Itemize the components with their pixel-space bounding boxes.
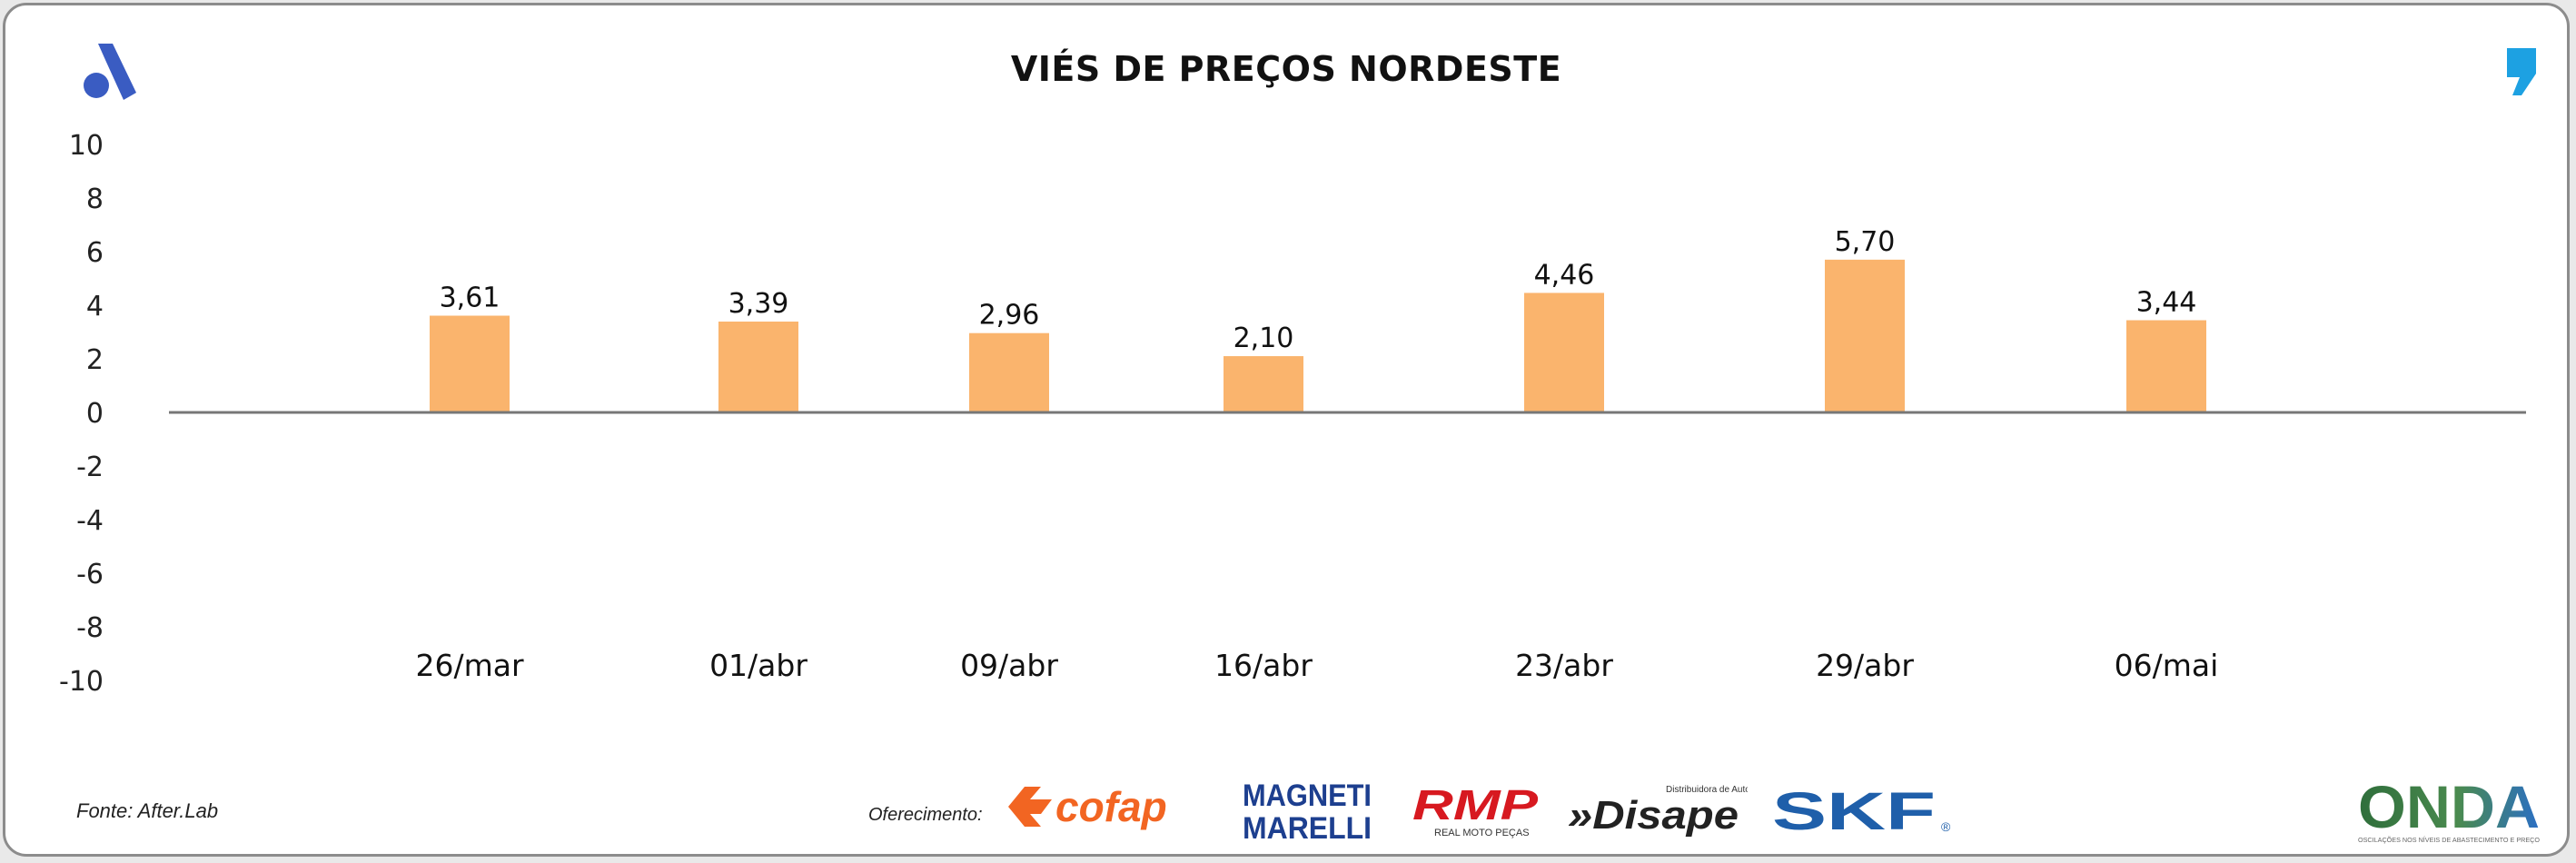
- y-tick-label: -2: [76, 451, 104, 483]
- bar-06/mai: [2126, 320, 2206, 412]
- bar-16/abr: [1224, 356, 1303, 412]
- onda-text: ONDA: [2358, 773, 2540, 840]
- bar-01/abr: [718, 321, 798, 412]
- cofap-logo: cofap: [1005, 779, 1214, 834]
- rmp-subtext: REAL MOTO PEÇAS: [1434, 828, 1530, 838]
- disape-text: »Disape: [1568, 793, 1739, 838]
- y-axis: 10 8 6 4 2 0 -2 -4 -6 -8 -10: [59, 130, 104, 698]
- x-tick-label: 23/abr: [1515, 648, 1613, 683]
- value-label: 2,10: [1234, 322, 1294, 354]
- value-label: 3,61: [440, 283, 500, 314]
- value-label: 2,96: [979, 300, 1040, 332]
- bar-23/abr: [1524, 293, 1604, 412]
- y-tick-label: 4: [86, 291, 104, 322]
- x-axis: 26/mar 01/abr 09/abr 16/abr 23/abr 29/abr 06/m…: [415, 648, 2218, 683]
- value-label: 4,46: [1534, 259, 1595, 291]
- bar-chart: 10 8 6 4 2 0 -2 -4 -6 -8 -10 3,61 3,39 2,96 2,10 4,46 5…: [59, 130, 2526, 698]
- rmp-text: RMP: [1412, 781, 1538, 828]
- y-tick-label: 2: [86, 344, 104, 376]
- x-tick-label: 16/abr: [1214, 648, 1313, 683]
- y-tick-label: -8: [76, 612, 104, 644]
- magneti-text: MAGNETI: [1243, 779, 1372, 813]
- magneti-marelli-logo: MAGNETI MARELLI: [1239, 773, 1375, 846]
- y-tick-label: 6: [86, 237, 104, 269]
- x-tick-label: 29/abr: [1816, 648, 1914, 683]
- cofap-logo-text: cofap: [1055, 783, 1167, 830]
- y-tick-label: 10: [69, 130, 104, 162]
- value-labels: 3,61 3,39 2,96 2,10 4,46 5,70 3,44: [440, 226, 2197, 354]
- value-label: 3,44: [2136, 287, 2197, 319]
- value-label: 3,39: [728, 288, 789, 320]
- bars-group: [430, 259, 2206, 412]
- source-note: Fonte: After.Lab: [76, 799, 219, 822]
- x-tick-label: 26/mar: [415, 648, 523, 683]
- onda-subtext: OSCILAÇÕES NOS NÍVEIS DE ABASTECIMENTO E…: [2358, 836, 2541, 844]
- disape-subtext: Distribuidora de Autopeças: [1666, 785, 1748, 795]
- quote-mark-icon: [2507, 48, 2536, 95]
- x-tick-label: 09/abr: [960, 648, 1058, 683]
- skf-registered-mark: ®: [1941, 819, 1951, 834]
- disape-logo: Distribuidora de Autopeças »Disape: [1566, 779, 1775, 839]
- bar-26/mar: [430, 315, 510, 412]
- x-tick-label: 01/abr: [709, 648, 807, 683]
- y-tick-label: -6: [76, 559, 104, 590]
- y-tick-label: 0: [86, 398, 104, 430]
- bar-29/abr: [1825, 259, 1905, 412]
- value-label: 5,70: [1835, 226, 1896, 258]
- rmp-logo: RMP REAL MOTO PEÇAS: [1409, 779, 1545, 839]
- chart-title: VIÉS DE PREÇOS NORDESTE: [1010, 49, 1562, 89]
- onda-logo: ONDA OSCILAÇÕES NOS NÍVEIS DE ABASTECIME…: [2353, 773, 2544, 846]
- marelli-text: MARELLI: [1243, 811, 1372, 846]
- skf-text: SKF: [1772, 782, 1936, 838]
- y-tick-label: -4: [76, 505, 104, 537]
- x-tick-label: 06/mai: [2115, 648, 2219, 683]
- y-tick-label: -10: [59, 666, 104, 698]
- a-logo-icon: [84, 44, 136, 100]
- chart-card: VIÉS DE PREÇOS NORDESTE 10 8 6 4 2 0 -2 -4 -6 -8 -…: [3, 3, 2570, 857]
- sponsor-label: Oferecimento:: [868, 805, 983, 825]
- y-tick-label: 8: [86, 184, 104, 215]
- bar-09/abr: [969, 332, 1049, 412]
- skf-logo: SKF ®: [1772, 782, 1954, 841]
